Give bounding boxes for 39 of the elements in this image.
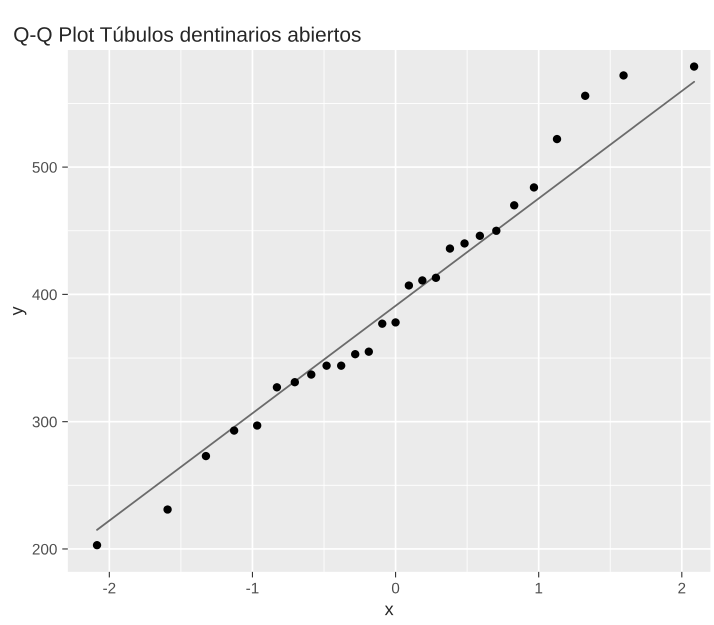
- point: [272, 383, 282, 392]
- point: [581, 92, 590, 100]
- point: [404, 281, 414, 290]
- point: [690, 62, 698, 71]
- y-tick-label: 200: [32, 544, 57, 555]
- x-axis-title: x: [384, 606, 394, 616]
- point: [307, 370, 316, 379]
- point: [253, 421, 262, 430]
- point: [230, 426, 238, 435]
- point: [391, 318, 400, 327]
- point: [92, 540, 102, 550]
- point: [432, 274, 440, 282]
- point: [364, 348, 373, 356]
- x-tick-label: 1: [536, 582, 542, 594]
- point: [460, 239, 469, 248]
- x-tick-label: 2: [678, 582, 686, 594]
- chart-title: Q-Q Plot Túbulos dentinarios abiertos: [14, 26, 361, 46]
- point: [552, 134, 562, 144]
- point: [351, 350, 360, 358]
- point: [492, 226, 500, 235]
- point: [337, 362, 346, 370]
- point: [378, 320, 386, 328]
- y-axis-title: y: [13, 306, 26, 316]
- point: [418, 276, 426, 285]
- point: [530, 183, 538, 192]
- x-tick-label: -1: [246, 582, 258, 594]
- point: [476, 232, 484, 240]
- point: [163, 505, 172, 514]
- y-tick-label: 300: [32, 416, 57, 428]
- y-tick-label: 400: [32, 289, 57, 300]
- point: [510, 201, 518, 210]
- point: [619, 71, 628, 80]
- x-tick-label: -2: [103, 582, 116, 594]
- point: [202, 452, 210, 460]
- y-tick-label: 500: [32, 162, 57, 173]
- point: [322, 362, 331, 370]
- point: [446, 244, 454, 253]
- x-tick-label: 0: [392, 582, 400, 594]
- point: [290, 378, 299, 386]
